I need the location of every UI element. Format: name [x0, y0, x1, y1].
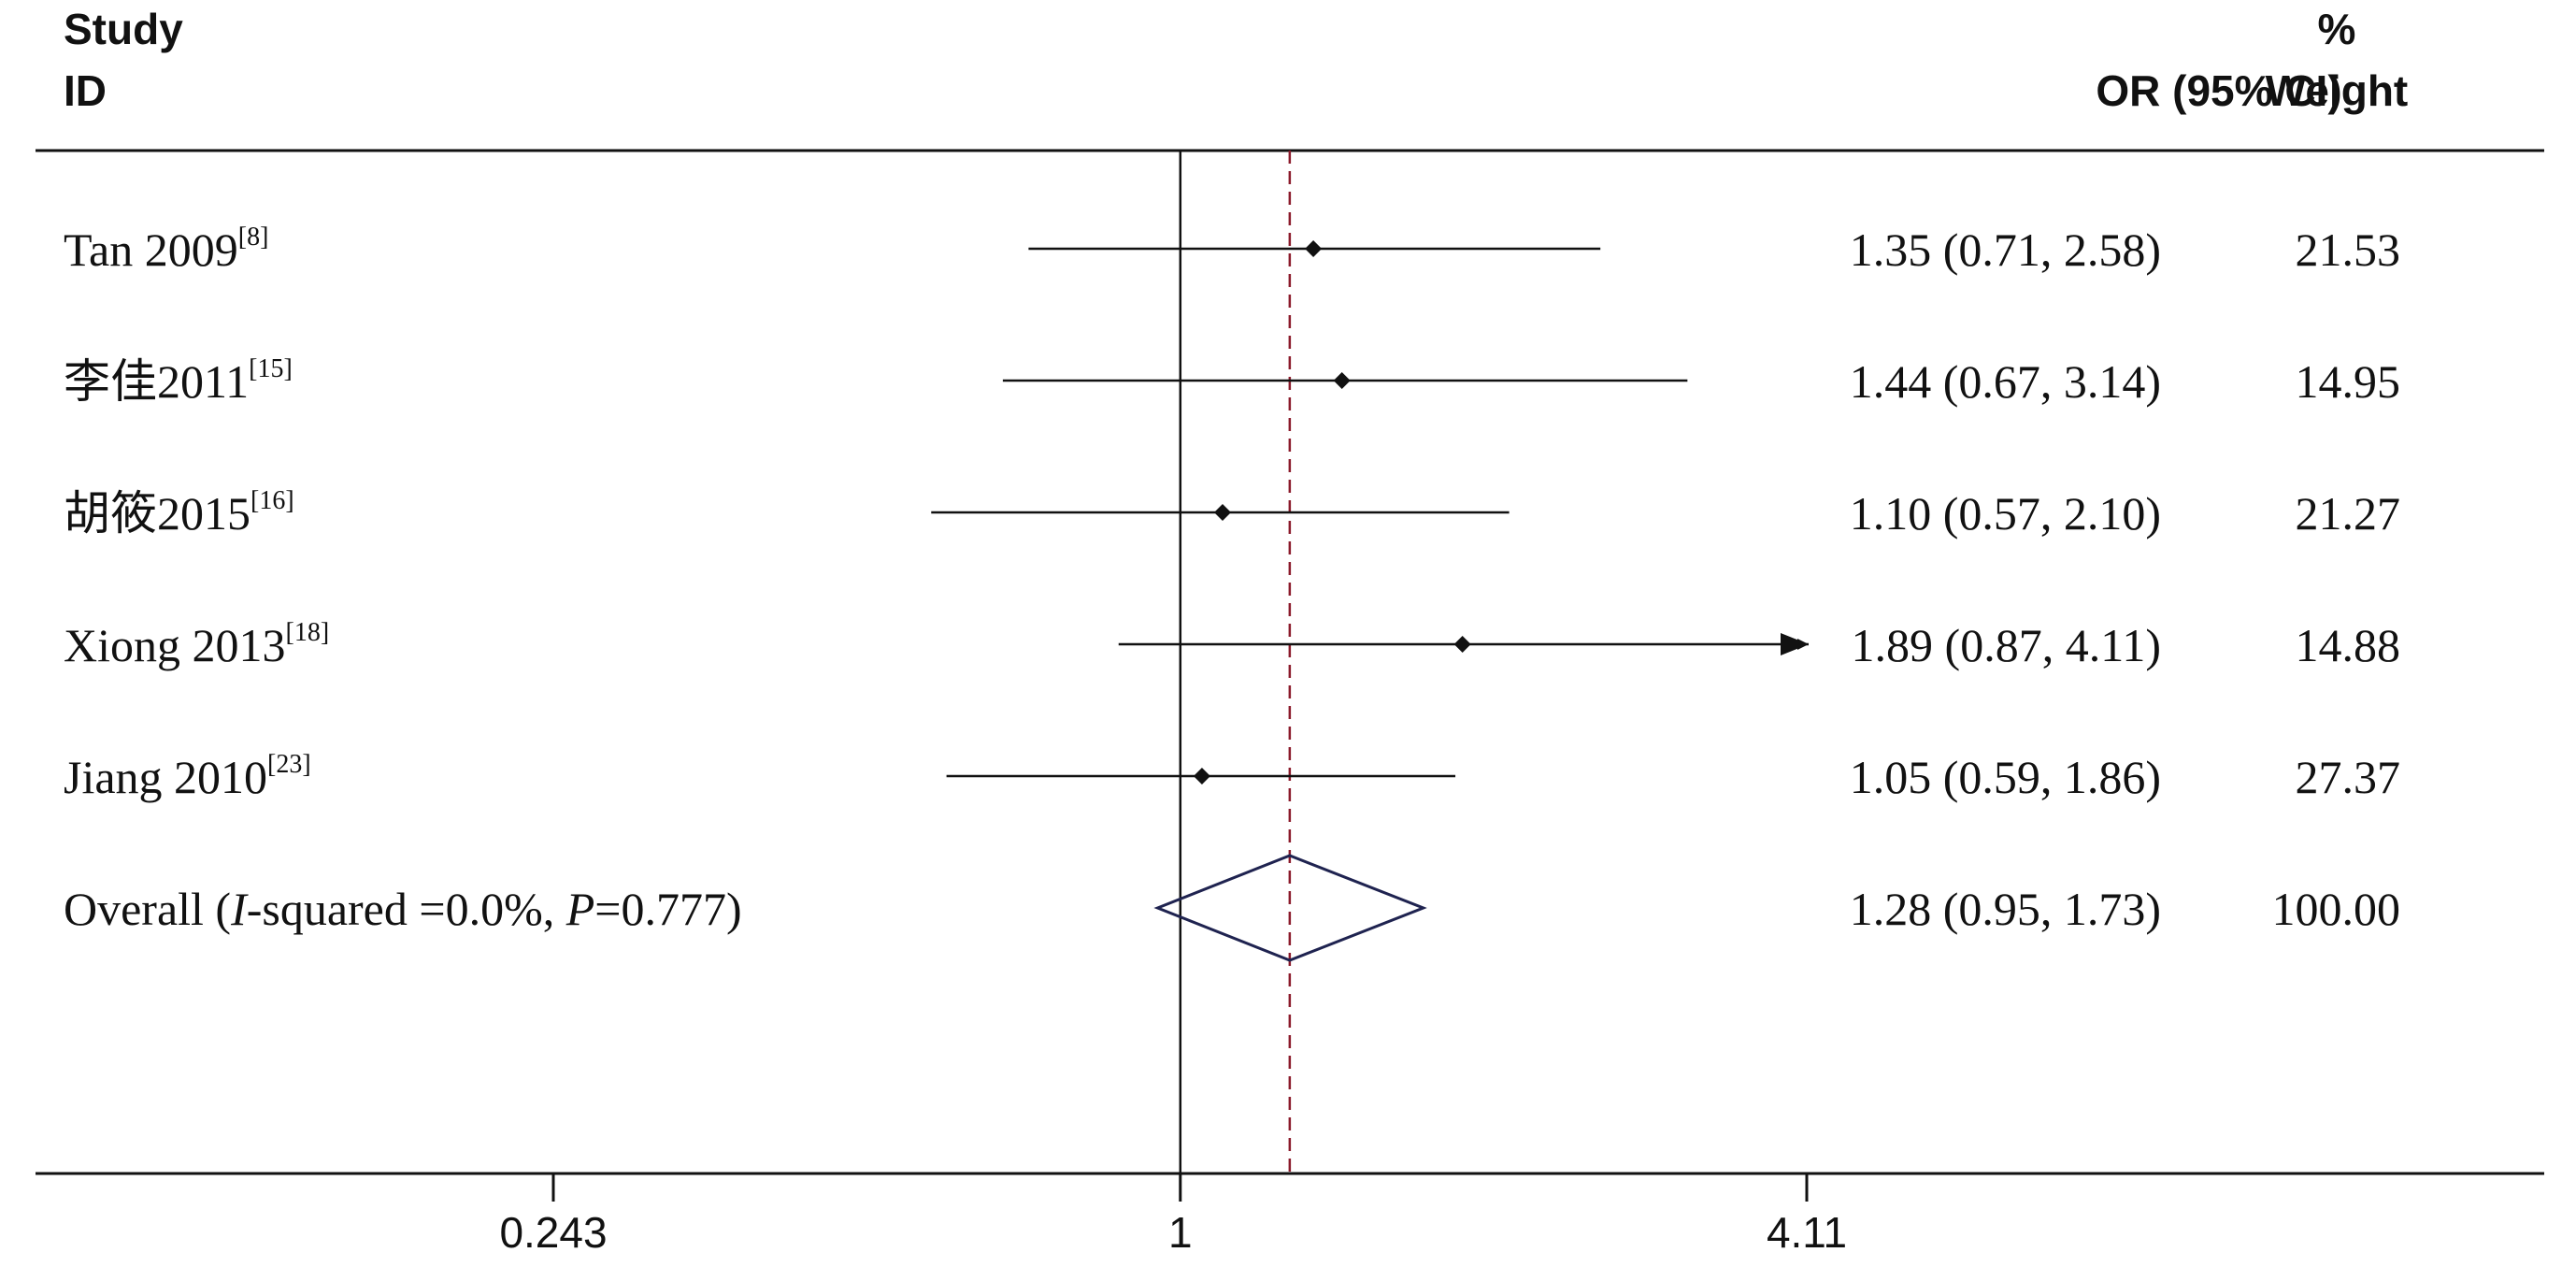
study-name: Tan 2009 [64, 223, 238, 276]
i-squared-text: -squared =0.0%, [246, 883, 566, 935]
study-label-0: Tan 2009[8] [64, 223, 269, 276]
header-study: Study [64, 5, 183, 53]
overall-weight-value: 100.00 [2271, 883, 2401, 935]
or-ci-value: 1.05 (0.59, 1.86) [1849, 751, 2161, 803]
weight-value: 14.88 [2295, 619, 2401, 671]
study-label-1: 李佳2011[15] [64, 355, 293, 408]
p-value-text: =0.777) [594, 883, 742, 935]
or-ci-value: 1.10 (0.57, 2.10) [1849, 487, 2161, 540]
x-tick-label-0: 0.243 [499, 1208, 608, 1257]
or-ci-value: 1.35 (0.71, 2.58) [1849, 223, 2161, 276]
ci-arrow-3 [1781, 633, 1809, 655]
x-tick-label-2: 4.11 [1766, 1208, 1848, 1257]
study-ref: [8] [237, 223, 269, 252]
study-ref: [23] [267, 750, 311, 779]
weight-value: 21.27 [2295, 487, 2401, 540]
point-estimate-3 [1453, 636, 1471, 653]
weight-value: 14.95 [2295, 355, 2401, 408]
study-name: 胡筱2015 [64, 487, 250, 540]
overall-or-ci-value: 1.28 (0.95, 1.73) [1849, 883, 2161, 935]
point-estimate-0 [1305, 240, 1323, 257]
or-ci-value: 1.89 (0.87, 4.11) [1851, 619, 2161, 671]
p-label: P [565, 883, 595, 935]
weight-value: 27.37 [2295, 751, 2401, 803]
study-name: Jiang 2010 [64, 751, 268, 803]
or-ci-value: 1.44 (0.67, 3.14) [1849, 355, 2161, 408]
header-or-ci: OR (95% CI) [2096, 66, 2342, 115]
point-estimate-2 [1213, 504, 1231, 521]
i-label: I [231, 883, 247, 935]
study-ref: [18] [285, 618, 330, 647]
point-estimate-1 [1333, 372, 1351, 389]
overall-label: Overall (I-squared =0.0%, P=0.777) [64, 885, 742, 932]
study-ref: [15] [249, 354, 293, 383]
overall-diamond [1153, 854, 1427, 962]
header-weight: Weight [2265, 66, 2409, 115]
x-tick-label-1: 1 [1168, 1208, 1193, 1257]
study-name: 李佳2011 [64, 355, 250, 408]
header-percent: % [2317, 5, 2356, 53]
study-label-2: 胡筱2015[16] [64, 487, 294, 540]
study-label-4: Jiang 2010[23] [64, 751, 311, 803]
weight-value: 21.53 [2295, 223, 2401, 276]
header-id: ID [64, 66, 107, 115]
study-label-3: Xiong 2013[18] [64, 619, 329, 671]
study-name: Xiong 2013 [64, 619, 286, 671]
point-estimate-4 [1193, 768, 1210, 785]
overall-prefix: Overall ( [64, 883, 232, 935]
study-ref: [16] [250, 486, 294, 515]
